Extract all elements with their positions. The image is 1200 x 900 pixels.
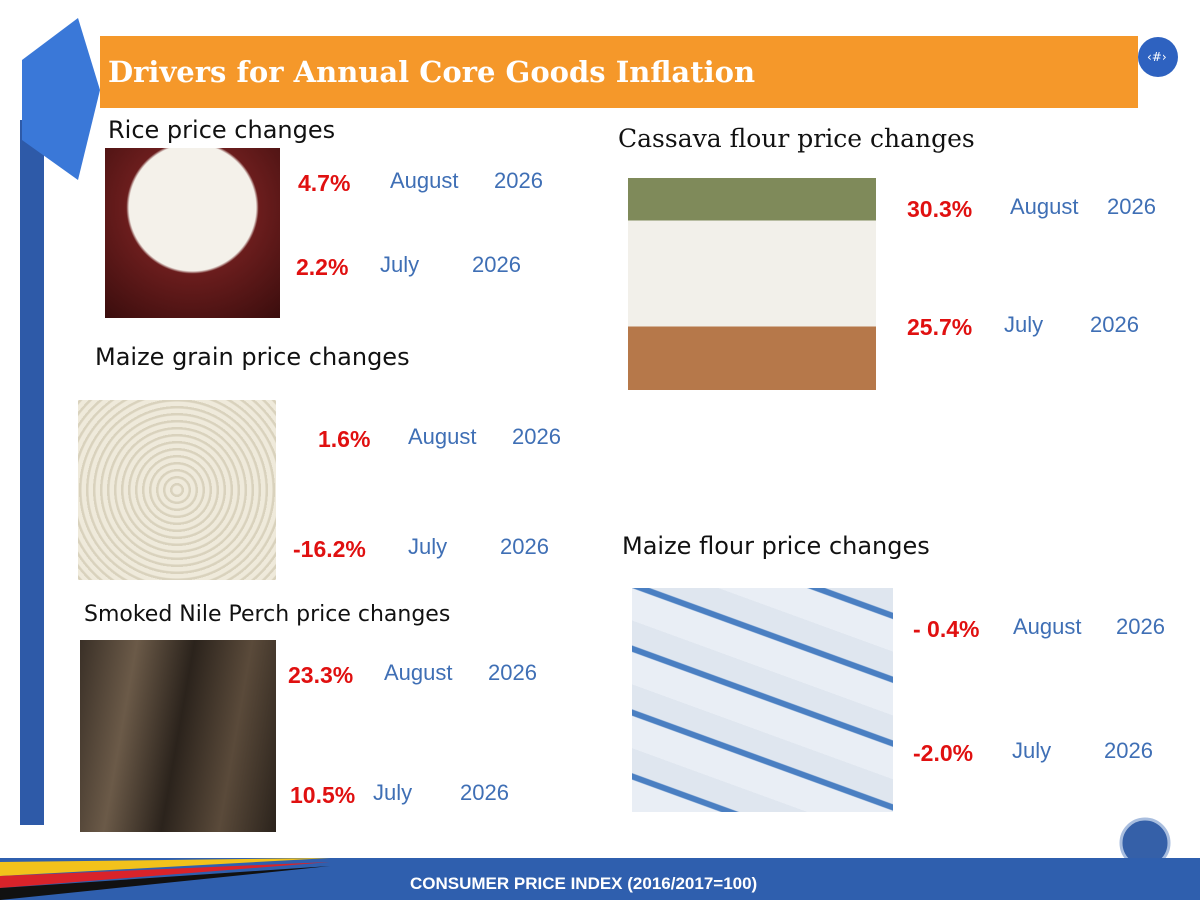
month: July	[373, 780, 413, 805]
year: 2026	[1116, 614, 1165, 639]
change-value: 23.3%	[288, 662, 354, 688]
month: July	[1004, 312, 1044, 337]
change-value: -2.0%	[913, 740, 974, 766]
photo	[78, 400, 276, 580]
photo	[632, 588, 893, 812]
year: 2026	[460, 780, 509, 805]
change-value: 4.7%	[298, 170, 351, 196]
year: 2026	[512, 424, 561, 449]
photo	[80, 640, 276, 832]
month: August	[390, 168, 459, 193]
photo	[628, 178, 876, 390]
year: 2026	[1090, 312, 1139, 337]
month: July	[380, 252, 420, 277]
change-value: -16.2%	[293, 536, 366, 562]
month: August	[408, 424, 477, 449]
month: August	[1013, 614, 1082, 639]
year: 2026	[500, 534, 549, 559]
section-title: Maize flour price changes	[622, 532, 930, 560]
section-title: Maize grain price changes	[95, 343, 410, 371]
section-title: Smoked Nile Perch price changes	[84, 602, 451, 627]
month: August	[1010, 194, 1079, 219]
page-badge	[1138, 37, 1178, 77]
title: Drivers for Annual Core Goods Inflation	[108, 55, 756, 89]
flag-yellow	[0, 858, 330, 876]
side-bar	[20, 120, 44, 825]
change-value: 25.7%	[907, 314, 973, 340]
month: August	[384, 660, 453, 685]
photo	[105, 148, 280, 318]
flag-red	[0, 862, 330, 888]
month: July	[408, 534, 448, 559]
arrow-head	[22, 18, 100, 180]
month: July	[1012, 738, 1052, 763]
change-value: - 0.4%	[913, 616, 980, 642]
flag-black	[0, 866, 330, 900]
section-title: Rice price changes	[108, 116, 336, 144]
year: 2026	[488, 660, 537, 685]
year: 2026	[1107, 194, 1156, 219]
change-value: 10.5%	[290, 782, 356, 808]
footer-text: CONSUMER PRICE INDEX (2016/2017=100)	[410, 874, 758, 893]
year: 2026	[494, 168, 543, 193]
section-title: Cassava flour price changes	[618, 124, 975, 153]
change-value: 2.2%	[296, 254, 349, 280]
year: 2026	[1104, 738, 1153, 763]
page-number: ‹#›	[1147, 50, 1167, 64]
change-value: 1.6%	[318, 426, 371, 452]
header-band	[100, 36, 1138, 108]
year: 2026	[472, 252, 521, 277]
change-value: 30.3%	[907, 196, 973, 222]
